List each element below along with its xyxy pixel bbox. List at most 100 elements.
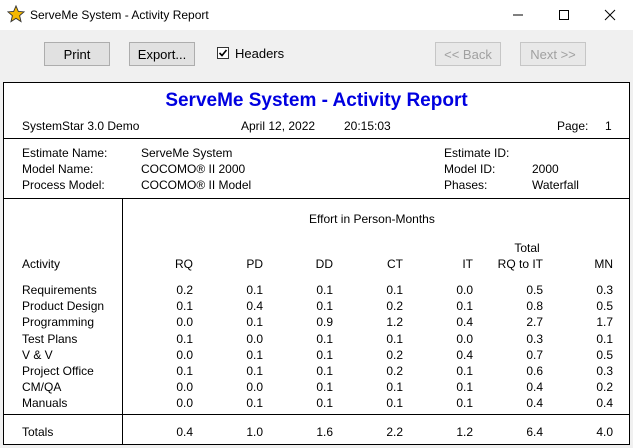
effort-group-header: Effort in Person-Months [309, 212, 435, 226]
star-icon [7, 5, 25, 23]
divider [4, 138, 629, 139]
table-cell: 0.1 [386, 396, 403, 411]
table-cell: 0.4 [456, 315, 473, 330]
close-button[interactable] [587, 0, 633, 30]
totals-cell: 1.2 [456, 425, 473, 439]
model-id-label: Model ID: [444, 162, 496, 176]
column-header: MN [594, 257, 613, 271]
totals-cell: 1.6 [316, 425, 333, 439]
title-bar: ServeMe System - Activity Report [0, 0, 633, 30]
activity-name: Test Plans [22, 331, 78, 346]
table-cell: 0.0 [246, 331, 263, 346]
table-cell: 0.0 [246, 380, 263, 395]
minimize-icon [513, 14, 523, 16]
table-cell: 0.6 [526, 364, 543, 378]
table-cell: 0.1 [386, 283, 403, 297]
table-cell: 0.1 [246, 396, 263, 411]
table-cell: 0.1 [316, 364, 333, 378]
activity-name: Project Office [22, 364, 94, 378]
table-cell: 0.1 [316, 380, 333, 395]
totals-cell: 4.0 [596, 425, 613, 439]
table-cell: 0.1 [316, 299, 333, 314]
headers-label: Headers [235, 46, 285, 61]
table-cell: 0.1 [386, 380, 403, 395]
divider [4, 198, 629, 199]
table-cell: 0.2 [386, 364, 403, 378]
table-cell: 0.5 [526, 283, 543, 297]
back-button[interactable]: << Back [435, 42, 501, 66]
report-time: 20:15:03 [344, 119, 391, 133]
table-cell: 1.7 [596, 315, 613, 330]
activity-name: V & V [22, 347, 53, 362]
column-header: RQ to IT [497, 257, 543, 271]
table-cell: 0.4 [596, 396, 613, 411]
table-cell: 0.2 [176, 283, 193, 297]
activity-name: Product Design [22, 299, 105, 314]
report-date: April 12, 2022 [241, 119, 316, 133]
table-cell: 0.1 [246, 364, 263, 378]
checkmark-icon [218, 49, 228, 57]
report-panel: ServeMe System - Activity Report SystemS… [3, 82, 630, 445]
estimate-name-label: Estimate Name: [22, 146, 108, 160]
table-cell: 0.0 [176, 315, 193, 330]
table-cell: 0.3 [596, 283, 613, 297]
report-title: ServeMe System - Activity Report [165, 90, 468, 111]
model-name: COCOMO® II 2000 [141, 162, 246, 176]
totals-cell: 2.2 [386, 425, 403, 439]
table-cell: 0.1 [176, 299, 193, 314]
version-label: SystemStar 3.0 Demo [22, 119, 140, 133]
table-cell: 2.7 [526, 315, 543, 330]
divider [4, 414, 629, 415]
column-header: IT [462, 257, 473, 271]
table-cell: 0.2 [386, 347, 403, 362]
table-cell: 0.4 [526, 380, 543, 395]
table-cell: 0.0 [456, 331, 473, 346]
table-cell: 0.1 [456, 299, 473, 314]
table-cell: 0.0 [456, 283, 473, 297]
activity-header: Activity [22, 257, 61, 271]
estimate-name: ServeMe System [141, 146, 233, 160]
minimize-button[interactable] [495, 0, 541, 30]
phases: Waterfall [532, 178, 579, 192]
maximize-icon [559, 10, 569, 20]
table-cell: 0.1 [246, 283, 263, 297]
table-cell: 0.1 [596, 331, 613, 346]
page-label: Page: [557, 119, 589, 133]
maximize-button[interactable] [541, 0, 587, 30]
estimate-id-label: Estimate ID: [444, 146, 510, 160]
column-divider [122, 198, 123, 444]
column-header: RQ [175, 257, 193, 271]
activity-name: Manuals [22, 396, 68, 411]
table-cell: 0.1 [176, 331, 193, 346]
close-icon [604, 9, 616, 21]
activity-name: Programming [22, 315, 95, 330]
table-cell: 0.1 [316, 396, 333, 411]
totals-cell: 1.0 [246, 425, 263, 439]
table-cell: 0.1 [456, 380, 473, 395]
table-cell: 0.1 [316, 347, 333, 362]
table-cell: 0.0 [176, 380, 193, 395]
table-cell: 0.1 [246, 315, 263, 330]
model-id: 2000 [532, 162, 559, 176]
table-cell: 0.3 [526, 331, 543, 346]
table-cell: 0.1 [176, 364, 193, 378]
table-cell: 0.9 [316, 315, 333, 330]
table-cell: 0.3 [596, 364, 613, 378]
window-title: ServeMe System - Activity Report [30, 8, 209, 22]
phases-label: Phases: [444, 178, 488, 192]
next-button[interactable]: Next >> [520, 42, 586, 66]
table-cell: 0.2 [596, 380, 613, 395]
table-cell: 0.4 [526, 396, 543, 411]
export-button[interactable]: Export... [129, 42, 195, 66]
activity-name: Requirements [22, 283, 97, 297]
activity-name: CM/QA [22, 380, 62, 395]
headers-checkbox[interactable] [217, 47, 229, 59]
table-cell: 0.1 [316, 283, 333, 297]
print-button[interactable]: Print [44, 42, 110, 66]
totals-cell: 0.4 [176, 425, 193, 439]
table-cell: 0.0 [176, 347, 193, 362]
total-header-top: Total [514, 241, 540, 255]
process-model: COCOMO® II Model [141, 178, 252, 192]
table-cell: 0.2 [386, 299, 403, 314]
column-header: DD [315, 257, 333, 271]
